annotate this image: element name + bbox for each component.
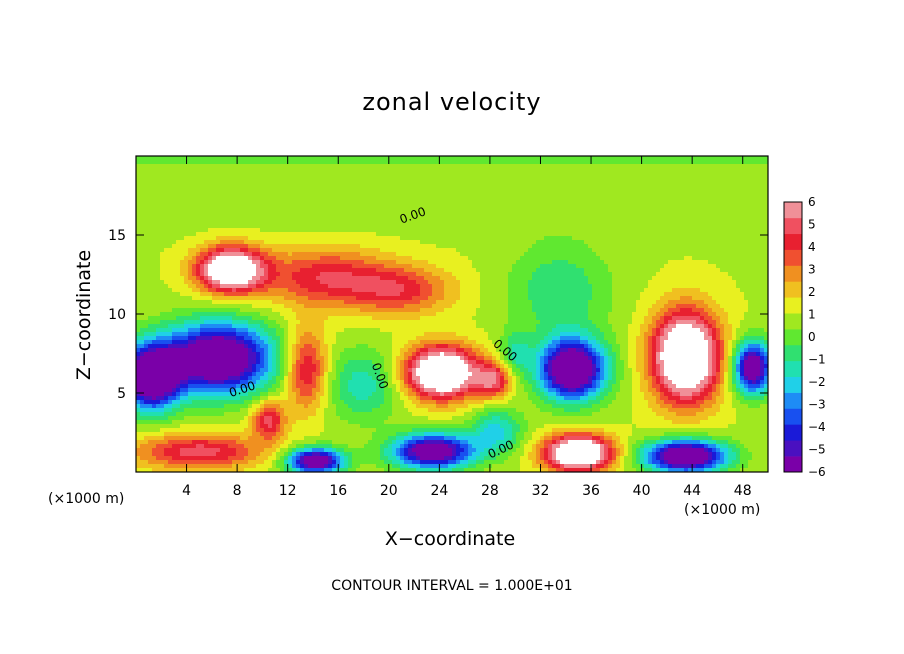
colorbar-swatch [784,376,802,393]
colorbar-swatch [784,202,802,219]
colorbar-label: −6 [808,465,826,479]
colorbar-swatch [784,329,802,346]
contour-interval-note: CONTOUR INTERVAL = 1.000E+01 [331,578,573,594]
x-tick-label: 4 [182,483,191,499]
colorbar-swatch [784,233,802,250]
x-tick-label: 28 [481,483,499,499]
x-tick-label: 12 [279,483,297,499]
x-tick-label: 36 [582,483,600,499]
chart-title: zonal velocity [362,88,542,116]
colorbar-label: −2 [808,375,826,389]
x-tick-label: 16 [329,483,347,499]
colorbar-swatch [784,392,802,409]
colorbar-label: 1 [808,308,816,322]
colorbar: 6 5 4 3 2 1 0 −1 −2 −3 −4 −5 −6 [783,195,826,479]
colorbar-label: 4 [808,240,816,254]
colorbar-swatch [784,456,802,473]
x-tick-label: 8 [233,483,242,499]
x-unit-label-left: (×1000 m) [48,491,125,507]
colorbar-swatch [784,217,802,235]
colorbar-label: 6 [808,195,816,209]
x-tick-label: 40 [633,483,651,499]
colorbar-swatch [784,360,802,378]
colorbar-label: −5 [808,443,826,457]
colorbar-label: −1 [808,353,826,367]
x-tick-label: 48 [734,483,752,499]
x-tick-label: 32 [532,483,550,499]
x-unit-label-right: (×1000 m) [684,502,761,518]
colorbar-frame [783,201,803,473]
colorbar-swatch [784,424,802,441]
colorbar-label: 0 [808,330,816,344]
heatmap-field [136,156,769,473]
colorbar-swatch [784,440,802,457]
colorbar-swatch [784,313,802,330]
x-axis-label: X−coordinate [384,528,516,550]
colorbar-swatch [784,408,802,425]
x-tick-label: 20 [380,483,398,499]
colorbar-swatch [784,344,802,362]
colorbar-label: 3 [808,263,816,277]
colorbar-label: 5 [808,218,816,232]
y-tick-label: 10 [108,307,126,323]
colorbar-label: 2 [808,285,816,299]
colorbar-swatch [784,281,802,298]
x-tick-label: 44 [683,483,701,499]
y-tick-label: 15 [108,228,126,244]
x-tick-label: 24 [430,483,448,499]
colorbar-swatch [784,297,802,314]
colorbar-label: −3 [808,398,826,412]
y-tick-label: 5 [117,386,126,402]
colorbar-swatch [784,249,802,266]
colorbar-swatch [784,265,802,282]
colorbar-label: −4 [808,420,826,434]
